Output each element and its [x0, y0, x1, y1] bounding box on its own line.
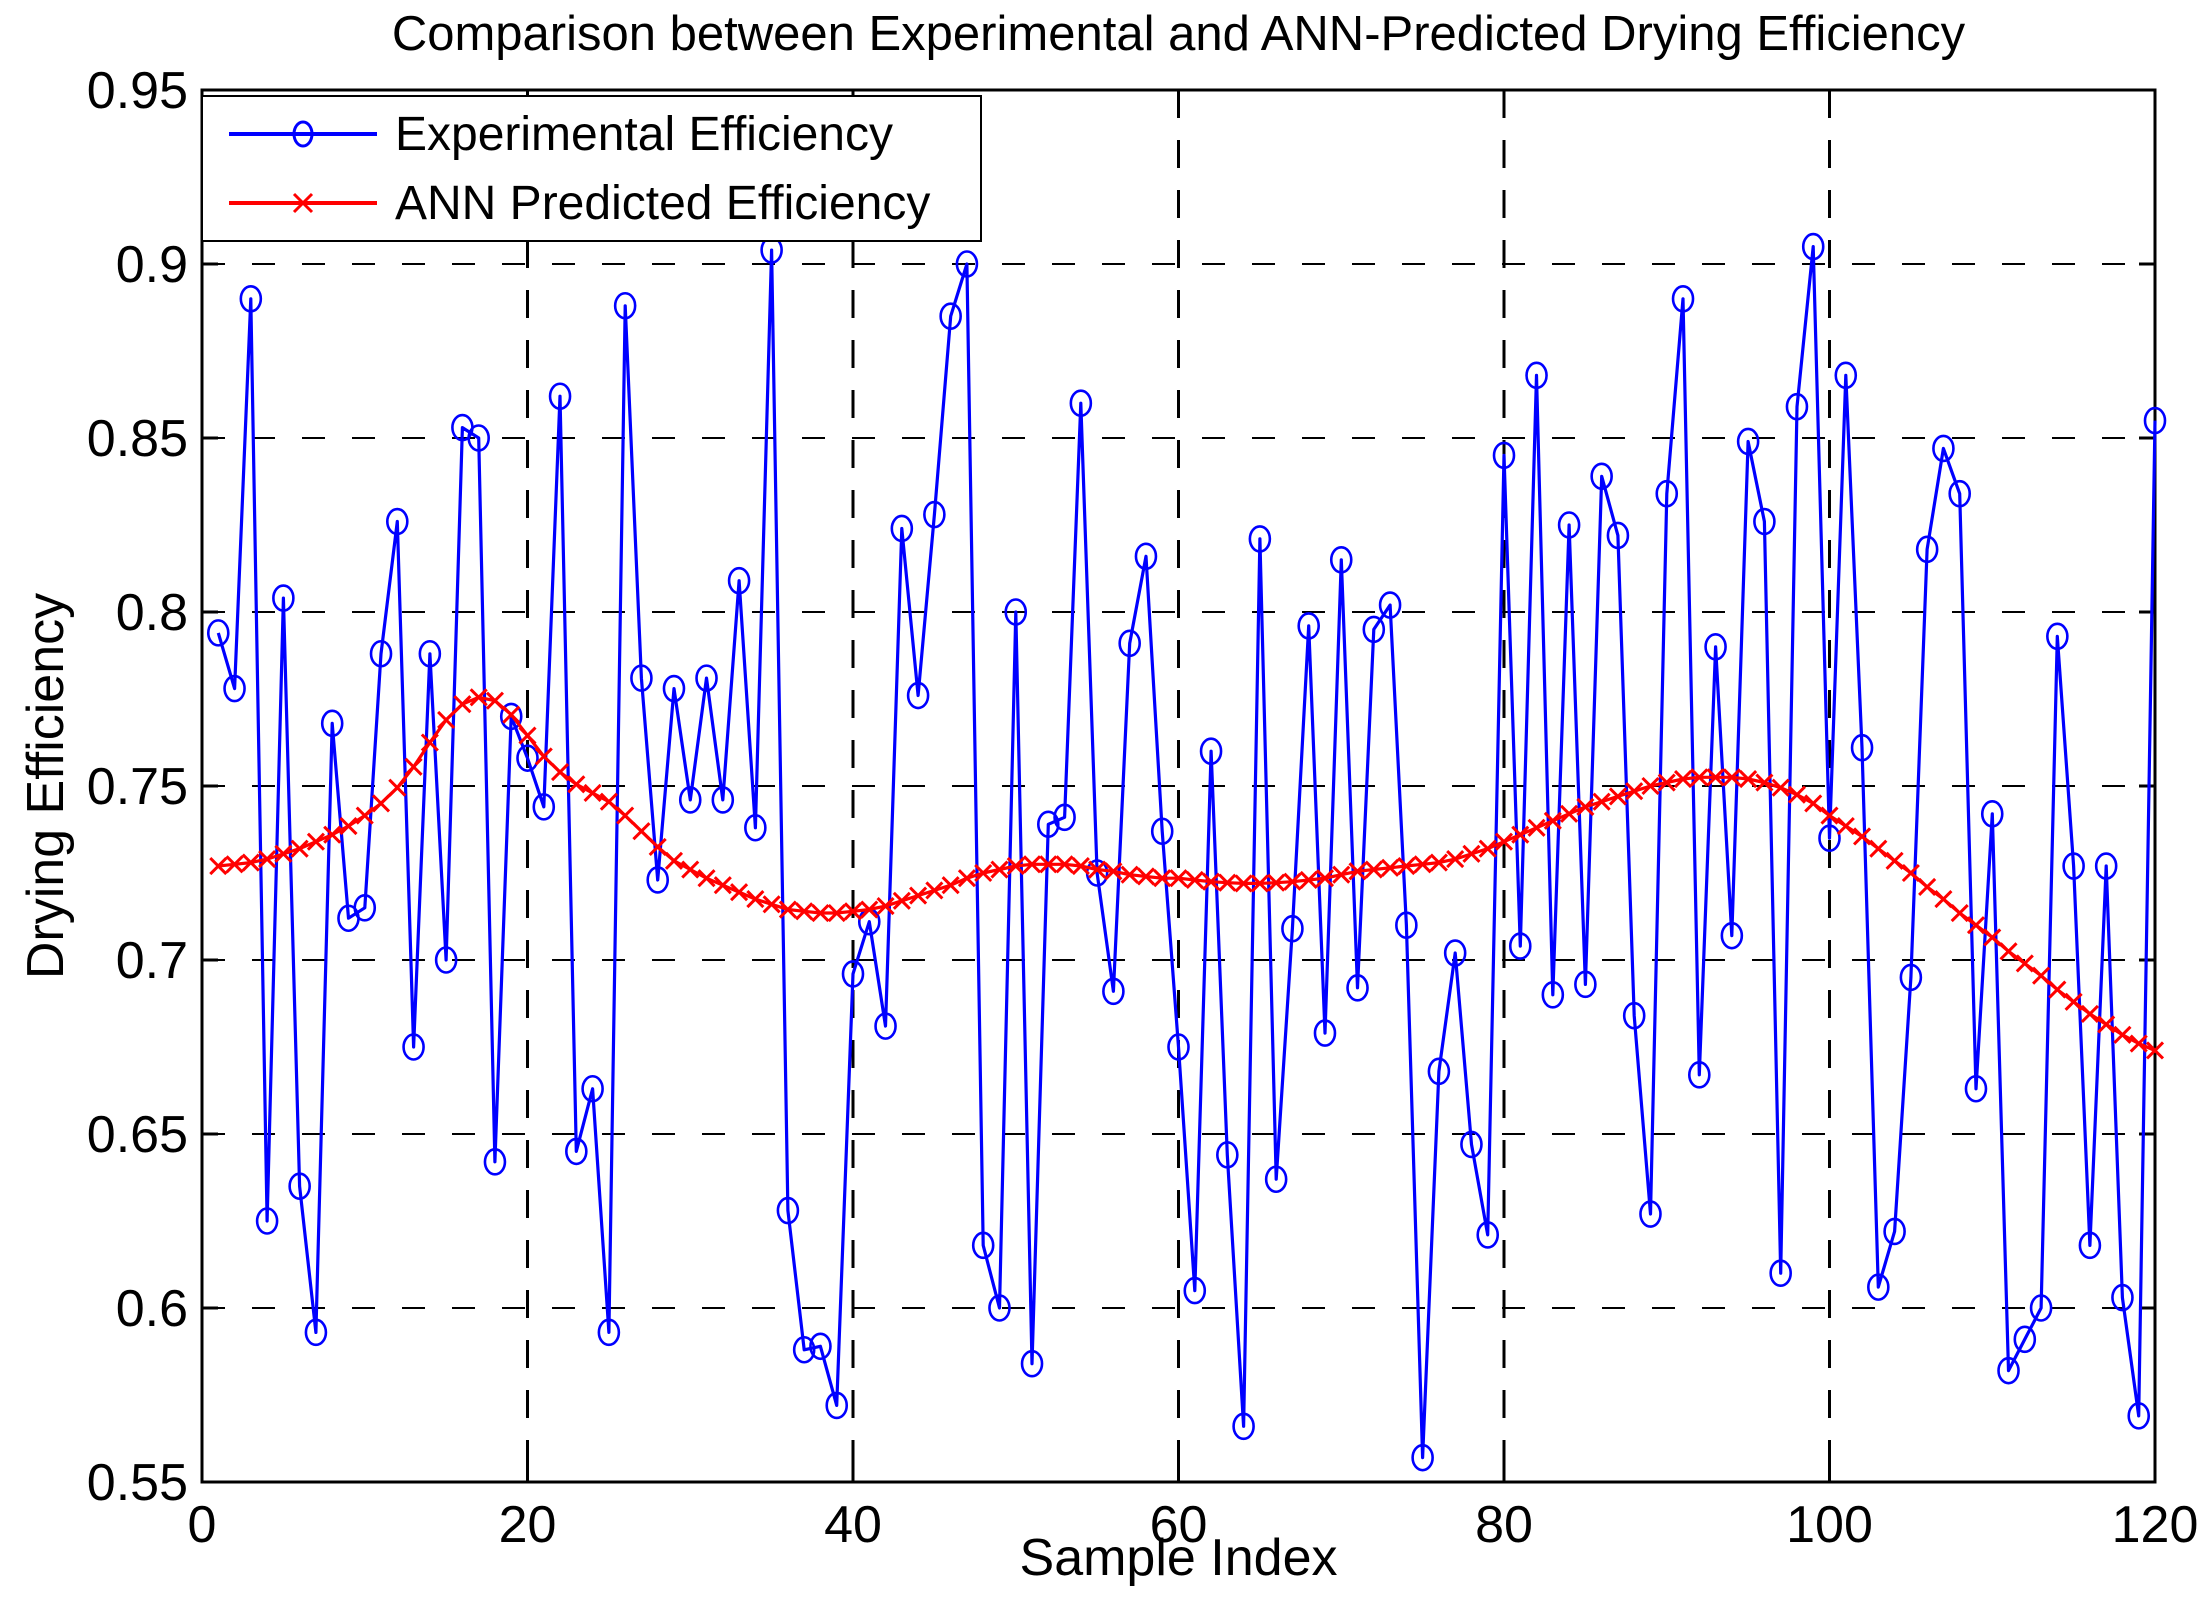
svg-text:0.75: 0.75 — [87, 758, 188, 816]
svg-text:0.6: 0.6 — [116, 1280, 188, 1338]
svg-text:120: 120 — [2112, 1496, 2199, 1554]
y-tick-labels: 0.55 0.6 0.65 0.7 0.75 0.8 0.85 0.9 0.95 — [87, 62, 188, 1512]
svg-text:20: 20 — [499, 1496, 557, 1554]
ann-predicted-markers — [209, 688, 2165, 1060]
legend-label-ann-predicted: ANN Predicted Efficiency — [395, 176, 931, 230]
svg-text:60: 60 — [1150, 1496, 1208, 1554]
experimental-markers — [206, 232, 2167, 1472]
svg-text:0.7: 0.7 — [116, 932, 188, 990]
svg-text:0.55: 0.55 — [87, 1454, 188, 1512]
x-tick-labels: 0 20 40 60 80 100 120 — [188, 1496, 2199, 1554]
svg-text:0.8: 0.8 — [116, 584, 188, 642]
legend-label-experimental: Experimental Efficiency — [395, 107, 893, 161]
legend-item-experimental: Experimental Efficiency — [203, 102, 980, 166]
chart-title: Comparison between Experimental and ANN-… — [391, 7, 1966, 61]
ann-line-marker-icon — [229, 192, 377, 214]
legend-item-ann-predicted: ANN Predicted Efficiency — [203, 171, 980, 235]
svg-text:80: 80 — [1475, 1496, 1533, 1554]
series-experimental — [206, 232, 2167, 1472]
series-ann-predicted — [209, 688, 2165, 1060]
svg-text:0: 0 — [188, 1496, 217, 1554]
x-axis-label: Sample Index — [1019, 1529, 1338, 1587]
svg-text:0.65: 0.65 — [87, 1106, 188, 1164]
grid-lines — [202, 90, 2155, 1482]
svg-text:0.9: 0.9 — [116, 236, 188, 294]
svg-text:0.85: 0.85 — [87, 410, 188, 468]
legend-box: Experimental Efficiency ANN Predicted Ef… — [201, 95, 982, 242]
svg-text:0.95: 0.95 — [87, 62, 188, 120]
experimental-line-marker-icon — [229, 120, 377, 148]
svg-text:40: 40 — [824, 1496, 882, 1554]
svg-text:100: 100 — [1786, 1496, 1873, 1554]
